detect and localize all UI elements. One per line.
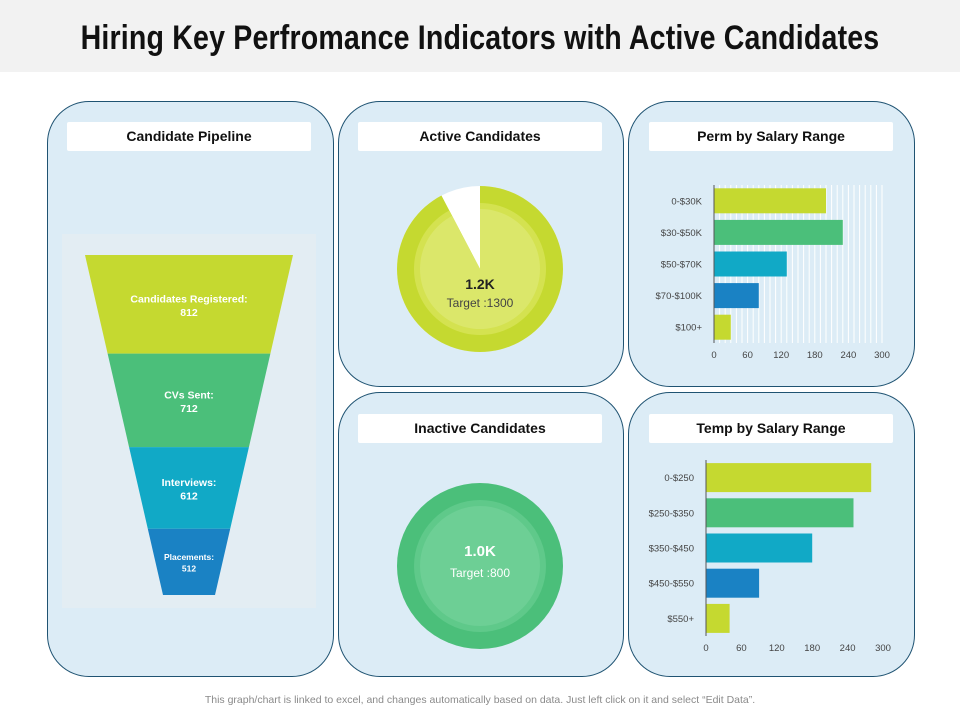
category-label: $550+: [667, 614, 694, 625]
funnel-stage[interactable]: [129, 447, 249, 529]
inactive-value: 1.0K: [464, 543, 496, 560]
x-tick-label: 300: [874, 350, 890, 361]
x-tick-label: 120: [769, 643, 785, 654]
funnel-stage-value: 612: [180, 490, 198, 502]
temp-header: Temp by Salary Range: [649, 414, 893, 443]
x-tick-label: 180: [804, 643, 820, 654]
inactive-inner-highlight: [420, 506, 540, 626]
funnel-stage[interactable]: [147, 528, 231, 595]
funnel-stage[interactable]: [85, 255, 293, 354]
bar[interactable]: [714, 188, 826, 214]
x-tick-label: 300: [875, 643, 891, 654]
x-tick-label: 60: [742, 350, 753, 361]
category-label: 0-$30K: [671, 196, 702, 207]
x-tick-label: 240: [840, 350, 856, 361]
funnel-stage-label: Placements:: [164, 552, 214, 562]
inactive-header: Inactive Candidates: [358, 414, 602, 443]
funnel-stage[interactable]: [107, 353, 271, 448]
funnel-stage-label: Candidates Registered:: [130, 293, 247, 305]
category-label: $250-$350: [649, 508, 694, 519]
x-tick-label: 180: [807, 350, 823, 361]
bar[interactable]: [706, 463, 872, 493]
x-tick-label: 240: [840, 643, 856, 654]
active-target: Target :1300: [447, 296, 514, 310]
funnel-stage-label: Interviews:: [162, 477, 217, 489]
bar[interactable]: [706, 568, 760, 598]
category-label: $50-$70K: [661, 260, 703, 271]
x-tick-label: 60: [736, 643, 747, 654]
inactive-target: Target :800: [450, 566, 510, 580]
inactive-donut[interactable]: 1.0K Target :800: [338, 392, 624, 677]
funnel-stage-value: 512: [182, 563, 196, 573]
category-label: $450-$550: [649, 579, 694, 590]
active-inner-highlight: [420, 209, 540, 329]
x-tick-label: 0: [711, 350, 716, 361]
funnel-stage-value: 812: [180, 307, 198, 319]
active-header: Active Candidates: [358, 122, 602, 151]
perm-bar-chart[interactable]: 0-$30K $30-$50K $50-$70K $70-$100K $100+ 0 60 1…: [628, 101, 915, 387]
category-label: $70-$100K: [656, 291, 703, 302]
category-label: 0-$250: [664, 473, 694, 484]
active-value: 1.2K: [465, 276, 495, 292]
perm-header: Perm by Salary Range: [649, 122, 893, 151]
footer-note: This graph/chart is linked to excel, and…: [204, 694, 756, 706]
funnel-stage-value: 712: [180, 403, 198, 415]
page-title: Hiring Key Perfromance Indicators with A…: [80, 19, 880, 57]
category-label: $350-$450: [649, 544, 694, 555]
bar[interactable]: [706, 533, 813, 563]
pipeline-header: Candidate Pipeline: [67, 122, 311, 151]
category-label: $100+: [675, 323, 702, 334]
temp-bar-chart[interactable]: 0-$250 $250-$350 $350-$450 $450-$550 $550+ 0 6…: [628, 392, 915, 677]
category-label: $30-$50K: [661, 228, 703, 239]
funnel-chart[interactable]: Candidates Registered: 812 CVs Sent: 712 Int…: [62, 234, 316, 608]
bar[interactable]: [714, 251, 787, 277]
funnel-stage-label: CVs Sent:: [164, 389, 214, 401]
bar[interactable]: [706, 498, 854, 528]
bar[interactable]: [706, 603, 730, 633]
x-tick-label: 120: [773, 350, 789, 361]
bar[interactable]: [714, 219, 843, 245]
title-band: [0, 0, 960, 72]
active-donut[interactable]: 1.2K Target :1300: [338, 101, 624, 387]
x-tick-label: 0: [703, 643, 708, 654]
bar[interactable]: [714, 283, 759, 309]
bar[interactable]: [714, 314, 731, 340]
